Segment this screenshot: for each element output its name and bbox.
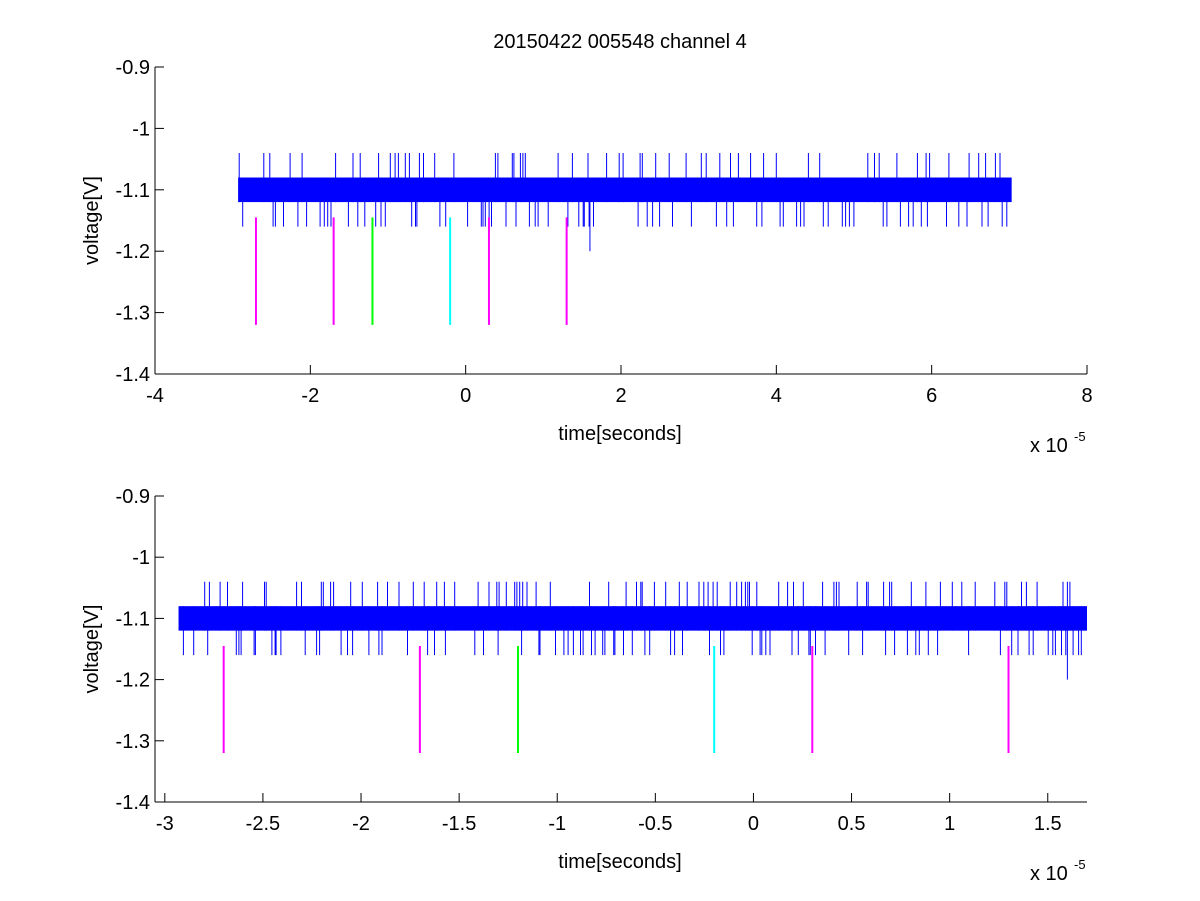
x-tick-label: 6 bbox=[926, 385, 937, 407]
y-tick-label: -1.2 bbox=[116, 241, 150, 263]
y-tick-label: -1.1 bbox=[116, 608, 150, 630]
x-tick-label: 0 bbox=[748, 813, 759, 835]
x-exponent-label: x 10 bbox=[1030, 435, 1068, 457]
x-axis-label: time[seconds] bbox=[558, 851, 681, 873]
signal-trace bbox=[178, 581, 1087, 680]
top-axes: -4 -2 0 2 4 6 8 -1.4 -1.3 -1.2 -1.1 -1 -0.9 time[seco… bbox=[81, 57, 1093, 457]
y-tick-label: -1.3 bbox=[116, 303, 150, 325]
x-tick-label: -1 bbox=[548, 813, 566, 835]
x-tick-label: -1.5 bbox=[442, 813, 476, 835]
x-tick-label: -2 bbox=[301, 385, 319, 407]
y-tick-label: -1.4 bbox=[116, 364, 150, 386]
x-axis-label: time[seconds] bbox=[558, 423, 681, 445]
y-tick-label: -1 bbox=[132, 118, 150, 140]
y-tick-label: -1 bbox=[132, 547, 150, 569]
x-tick-label: 0 bbox=[460, 385, 471, 407]
x-exponent-power: -5 bbox=[1074, 857, 1086, 872]
y-tick-label: -1.1 bbox=[116, 180, 150, 202]
signal-trace bbox=[238, 153, 1012, 252]
x-tick-label: -2.5 bbox=[246, 813, 280, 835]
x-tick-label: 8 bbox=[1081, 385, 1092, 407]
signal-band bbox=[238, 177, 1012, 203]
y-tick-label: -0.9 bbox=[116, 57, 150, 79]
y-tick-label: -1.3 bbox=[116, 731, 150, 753]
x-tick-label: 1 bbox=[944, 813, 955, 835]
x-tick-label: -2 bbox=[352, 813, 370, 835]
bottom-axes: -3 -2.5 -2 -1.5 -1 -0.5 0 0.5 1 1.5 -1.4 -1.3 -1.2 -1… bbox=[81, 486, 1087, 885]
chart-title: 20150422 005548 channel 4 bbox=[493, 31, 747, 53]
x-tick-label: -3 bbox=[156, 813, 174, 835]
x-tick-label: 0.5 bbox=[838, 813, 866, 835]
y-axis-label: voltage[V] bbox=[81, 605, 103, 694]
x-tick-label: 1.5 bbox=[1034, 813, 1062, 835]
y-axis-label: voltage[V] bbox=[81, 176, 103, 265]
y-tick-label: -0.9 bbox=[116, 486, 150, 508]
signal-spikes bbox=[238, 153, 1008, 227]
y-tick-label: -1.4 bbox=[116, 792, 150, 814]
x-tick-label: 4 bbox=[771, 385, 782, 407]
signal-spikes bbox=[182, 581, 1082, 656]
x-exponent-label: x 10 bbox=[1030, 863, 1068, 885]
x-exponent-power: -5 bbox=[1074, 429, 1086, 444]
x-tick-label: -0.5 bbox=[638, 813, 672, 835]
y-tick-label: -1.2 bbox=[116, 670, 150, 692]
x-tick-label: -4 bbox=[146, 385, 164, 407]
x-tick-label: 2 bbox=[615, 385, 626, 407]
